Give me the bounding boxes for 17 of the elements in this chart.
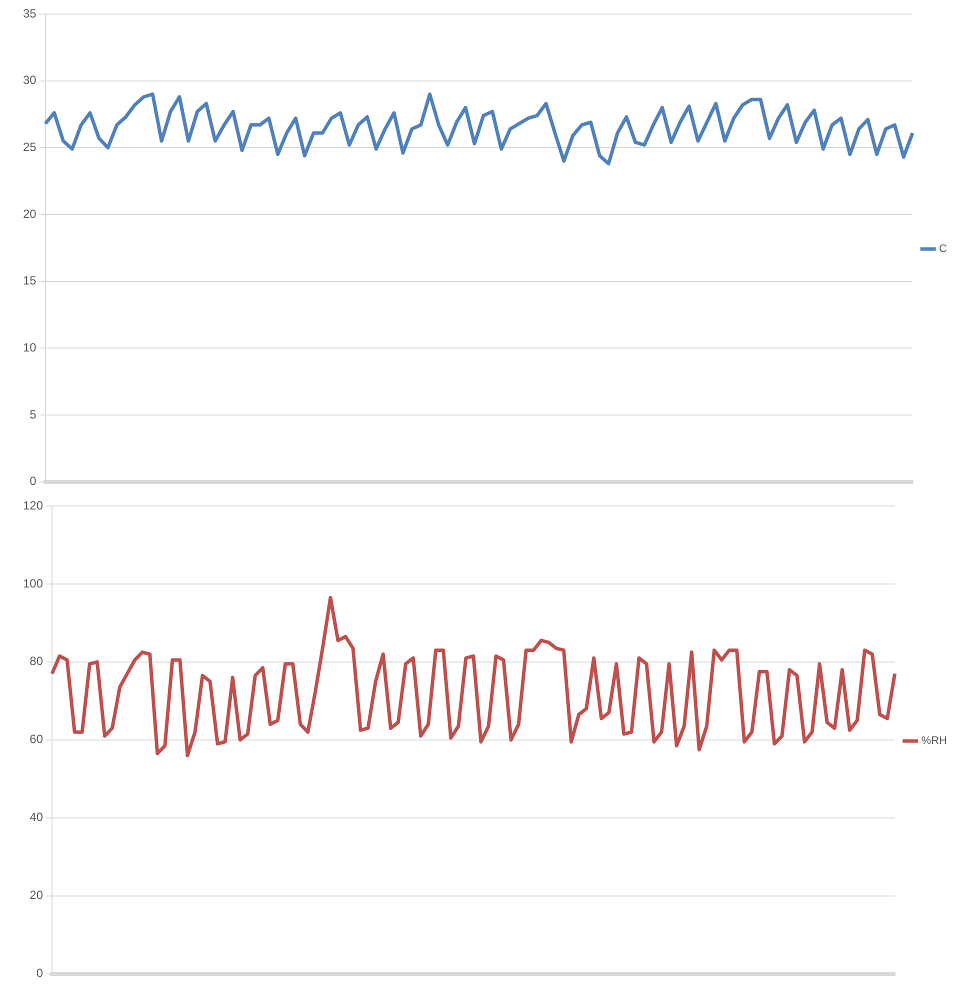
y-tick-label: 0 [36, 966, 44, 980]
y-tick-label: 60 [30, 732, 44, 746]
legend-label: %RH [921, 735, 948, 748]
y-tick-label: 35 [22, 6, 37, 20]
y-tick-label: 30 [22, 73, 37, 88]
y-tick-label: 80 [30, 654, 44, 668]
y-tick-label: 5 [30, 407, 37, 422]
y-tick-label: 100 [22, 576, 44, 590]
y-tick-label: 10 [22, 340, 37, 354]
y-tick-label: 20 [22, 206, 37, 221]
y-tick-label: 40 [30, 810, 44, 824]
legend-label: C [939, 243, 948, 256]
y-tick-label: 15 [22, 274, 37, 288]
y-tick-label: 25 [22, 140, 37, 154]
y-tick-label: 20 [30, 888, 44, 902]
y-tick-label: 0 [30, 474, 37, 488]
y-tick-label: 120 [22, 498, 44, 512]
